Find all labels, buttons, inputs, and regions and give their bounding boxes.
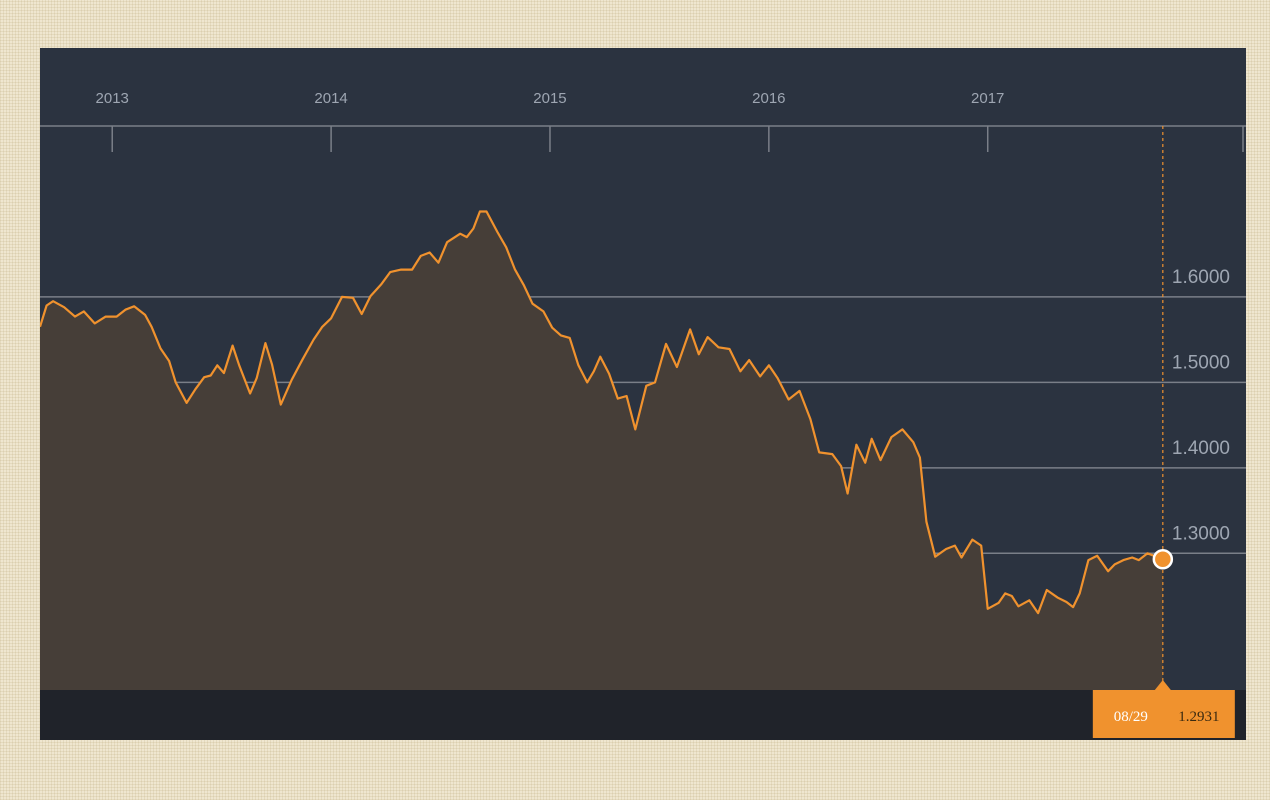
y-tick-label-1.5000: 1.5000 (1172, 352, 1230, 373)
chart-frame: 2013 2014 2015 2016 2017 1.6000 1.5000 1.4000 1… (40, 48, 1246, 740)
value-tooltip: 08/29 1.2931 (1092, 126, 1235, 738)
x-tick-label-2015: 2015 (533, 90, 566, 107)
y-tick-label-1.6000: 1.6000 (1172, 267, 1230, 288)
x-tick-label-2017: 2017 (971, 90, 1004, 107)
x-axis: 2013 2014 2015 2016 2017 (40, 90, 1246, 152)
y-axis: 1.6000 1.5000 1.4000 1.3000 (1172, 267, 1230, 544)
y-tick-label-1.3000: 1.3000 (1172, 523, 1230, 544)
current-value-marker (1152, 549, 1174, 570)
series-area (40, 211, 1163, 690)
x-tick-label-2016: 2016 (752, 90, 785, 107)
bottom-band (40, 690, 1246, 740)
y-tick-label-1.4000: 1.4000 (1172, 438, 1230, 459)
tooltip-pointer (1154, 680, 1171, 690)
x-tick-label-2013: 2013 (96, 90, 129, 107)
line-chart: 2013 2014 2015 2016 2017 1.60001.50001.40001… (40, 90, 1246, 740)
x-tick-label-2014: 2014 (314, 90, 347, 107)
tooltip-value: 1.2931 (1178, 709, 1219, 725)
tooltip-date: 08/29 (1114, 709, 1148, 725)
tooltip-box (1092, 690, 1235, 738)
series-line (40, 210, 1164, 615)
plot-area (40, 210, 1246, 740)
